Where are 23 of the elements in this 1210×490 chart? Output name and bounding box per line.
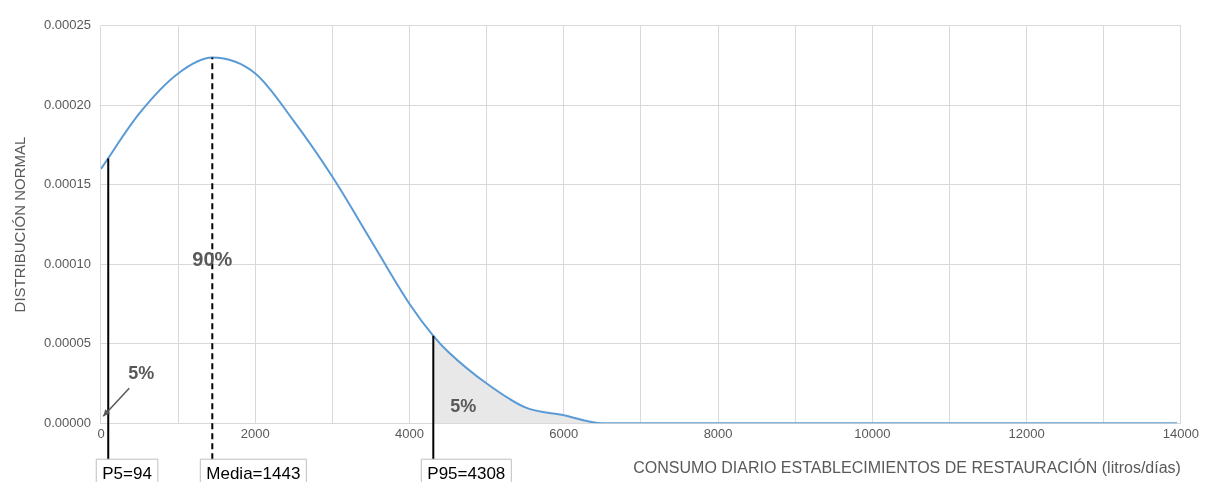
x-tick-label: 8000	[703, 425, 733, 441]
line-series	[100, 56, 1179, 424]
x-tick-label: 6000	[549, 425, 579, 441]
x-tick-label: 2000	[240, 425, 270, 441]
y-tick-label: 0.00010	[43, 255, 91, 271]
ref-line-label: Media=1443	[206, 463, 301, 483]
y-tick-label: 0.00000	[43, 414, 91, 430]
x-axis-title: CONSUMO DIARIO ESTABLECIMIENTOS DE RESTAURACIÓN (litros/días)	[633, 457, 1181, 476]
ref-line-label: P95=4308	[427, 463, 506, 483]
x-tick-label: 10000	[854, 425, 891, 441]
ref-line-label: P5=94	[102, 463, 152, 483]
y-tick-label: 0.00025	[43, 17, 91, 33]
y-tick-label: 0.00020	[43, 96, 91, 112]
x-tick-label: 0	[97, 425, 105, 441]
y-tick-label: 0.00005	[43, 335, 91, 351]
x-tick-label: 4000	[395, 425, 425, 441]
y-tick-label: 0.00015	[43, 176, 91, 192]
x-tick-label: 12000	[1008, 425, 1045, 441]
y-axis-title: DISTRIBUCIÓN NORMAL	[11, 136, 29, 313]
x-tick-label: 14000	[1162, 425, 1199, 441]
annotation: 90%	[192, 247, 233, 270]
annotation: 5%	[450, 396, 477, 417]
annotation: 5%	[128, 363, 155, 384]
